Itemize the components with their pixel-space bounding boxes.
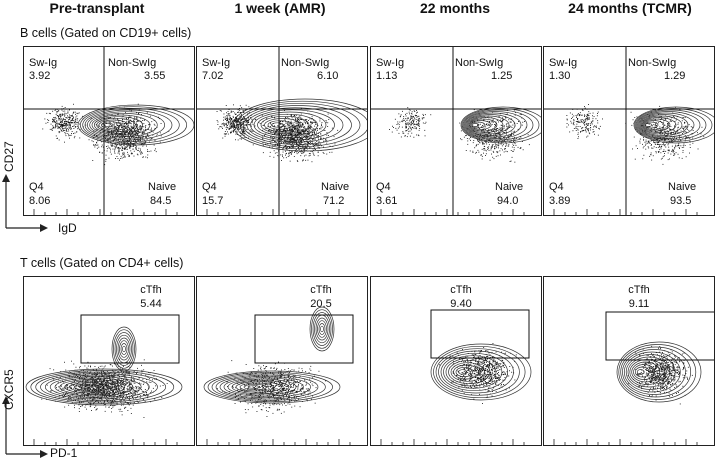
- quadrant-label-q4: Q4: [202, 181, 217, 193]
- quadrant-label-q4: Q4: [29, 181, 44, 193]
- column-header-24-months: 24 months (TCMR): [568, 0, 692, 16]
- quadrant-label-swig: Sw-Ig: [29, 57, 58, 69]
- quadrant-label-nonswig: Non-SwIg: [628, 57, 677, 69]
- gate-label-ctfh: cTfh: [140, 284, 162, 296]
- quadrant-value-naive: 94.0: [497, 195, 519, 207]
- quadrant-label-swig: Sw-Ig: [376, 57, 405, 69]
- quadrant-value-q4: 3.89: [549, 195, 571, 207]
- quadrant-label-nonswig: Non-SwIg: [108, 57, 157, 69]
- quadrant-value-q4: 15.7: [202, 195, 224, 207]
- t-panel-2: cTfh 20.5: [196, 276, 368, 446]
- quadrant-value-nonswig: 1.29: [664, 70, 686, 82]
- gate-value-ctfh: 20.5: [310, 298, 332, 310]
- column-header-pre-transplant: Pre-transplant: [49, 0, 145, 16]
- quadrant-label-swig: Sw-Ig: [549, 57, 578, 69]
- t-cells-title: T cells (Gated on CD4+ cells): [20, 256, 184, 270]
- gate-label-ctfh: cTfh: [450, 284, 472, 296]
- quadrant-value-q4: 8.06: [29, 195, 51, 207]
- column-header-22-months: 22 months: [419, 0, 490, 16]
- b-cells-title: B cells (Gated on CD19+ cells): [20, 26, 192, 40]
- t-x-axis-label: PD-1: [50, 446, 78, 460]
- quadrant-label-naive: Naive: [495, 181, 524, 193]
- b-panel-2: Sw-Ig 7.02 Non-SwIg 6.10 Q4 15.7 Naive 7…: [196, 46, 368, 216]
- gate-value-ctfh: 9.11: [628, 298, 650, 310]
- quadrant-value-swig: 7.02: [202, 70, 224, 82]
- b-x-axis-label: IgD: [58, 221, 77, 235]
- quadrant-value-naive: 71.2: [323, 195, 345, 207]
- quadrant-label-q4: Q4: [376, 181, 391, 193]
- t-panel-4: cTfh 9.11: [543, 276, 715, 446]
- quadrant-label-naive: Naive: [668, 181, 697, 193]
- quadrant-value-nonswig: 3.55: [144, 70, 166, 82]
- b-axis-arrows: [2, 174, 48, 232]
- b-panel-4: Sw-Ig 1.30 Non-SwIg 1.29 Q4 3.89 Naive 9…: [543, 46, 715, 216]
- quadrant-value-swig: 1.13: [376, 70, 398, 82]
- quadrant-label-nonswig: Non-SwIg: [455, 57, 504, 69]
- quadrant-label-q4: Q4: [549, 181, 564, 193]
- quadrant-label-naive: Naive: [321, 181, 350, 193]
- t-y-axis-label: CXCR5: [2, 369, 16, 410]
- quadrant-value-swig: 1.30: [549, 70, 571, 82]
- quadrant-value-naive: 84.5: [150, 195, 172, 207]
- t-axis-arrows: [2, 396, 48, 458]
- gate-value-ctfh: 5.44: [140, 298, 162, 310]
- quadrant-value-naive: 93.5: [670, 195, 692, 207]
- column-header-1-week: 1 week (AMR): [234, 0, 326, 16]
- t-panel-1: cTfh 5.44: [23, 276, 195, 446]
- quadrant-value-swig: 3.92: [29, 70, 51, 82]
- gate-label-ctfh: cTfh: [628, 284, 650, 296]
- quadrant-label-swig: Sw-Ig: [202, 57, 231, 69]
- quadrant-value-nonswig: 1.25: [491, 70, 513, 82]
- b-panel-1: Sw-Ig 3.92 Non-SwIg 3.55 Q4 8.06 Naive 8…: [23, 46, 195, 216]
- t-panel-3: cTfh 9.40: [370, 276, 542, 446]
- gate-value-ctfh: 9.40: [450, 298, 472, 310]
- b-y-axis-label: CD27: [2, 141, 16, 172]
- quadrant-label-nonswig: Non-SwIg: [281, 57, 330, 69]
- gate-label-ctfh: cTfh: [310, 284, 332, 296]
- quadrant-value-q4: 3.61: [376, 195, 398, 207]
- quadrant-label-naive: Naive: [148, 181, 177, 193]
- b-panel-3: Sw-Ig 1.13 Non-SwIg 1.25 Q4 3.61 Naive 9…: [370, 46, 542, 216]
- quadrant-value-nonswig: 6.10: [317, 70, 339, 82]
